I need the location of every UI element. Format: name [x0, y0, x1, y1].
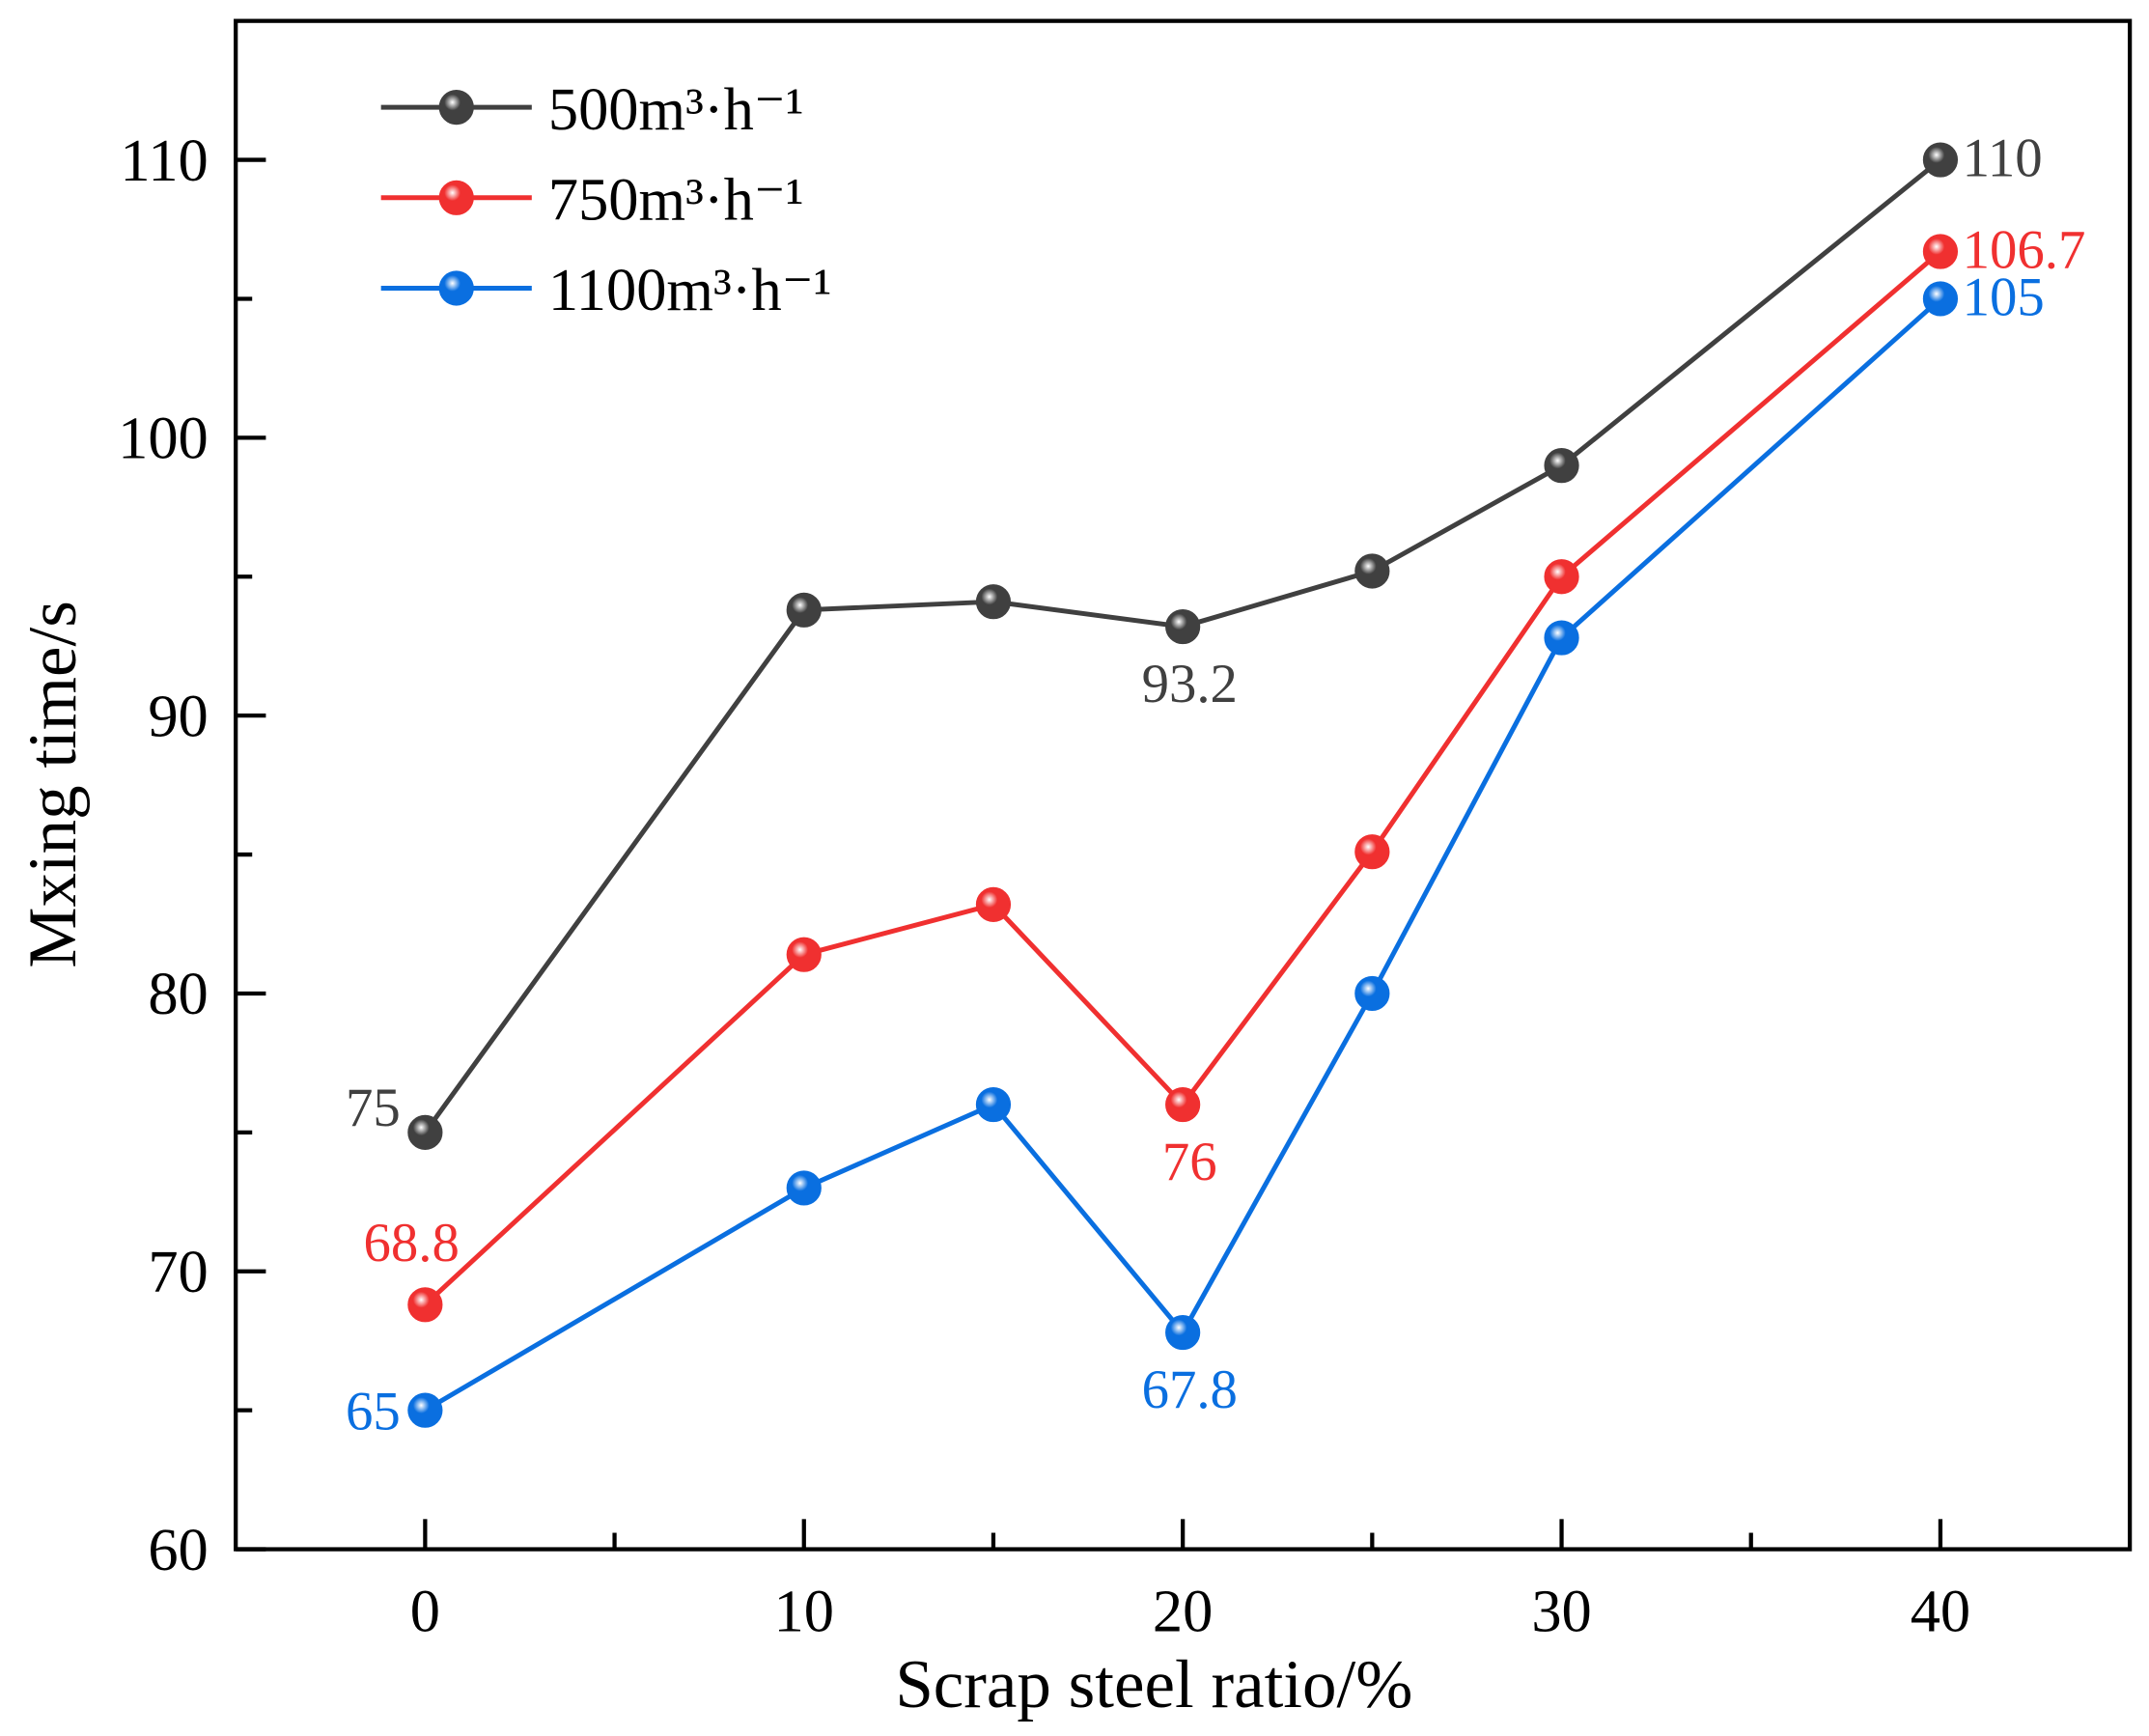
y-tick-label: 60: [148, 1516, 208, 1583]
data-point: [1544, 620, 1579, 656]
data-label: 65: [346, 1382, 401, 1442]
legend-label: 500m³·h⁻¹: [548, 75, 804, 143]
data-label: 93.2: [1142, 654, 1238, 714]
data-point: [786, 592, 822, 628]
data-point: [1922, 142, 1959, 178]
data-point: [1922, 281, 1959, 317]
y-axis-label: Mxing time/s: [15, 601, 91, 968]
data-label: 76: [1162, 1132, 1217, 1192]
data-point: [407, 1287, 443, 1323]
legend-item: 500m³·h⁻¹: [380, 75, 804, 143]
x-tick-label: 0: [410, 1578, 440, 1645]
x-tick-label: 40: [1911, 1578, 1970, 1645]
data-point: [786, 937, 822, 972]
data-point: [1544, 559, 1579, 595]
series-0: 75 93.2 110: [346, 128, 2043, 1150]
x-tick-label: 10: [774, 1578, 834, 1645]
y-tick-label: 90: [148, 682, 208, 749]
y-tick-label: 110: [120, 126, 208, 194]
data-point: [975, 584, 1012, 620]
x-tick-label: 30: [1531, 1578, 1591, 1645]
legend-marker: [438, 89, 474, 126]
data-label: 75: [346, 1078, 401, 1138]
data-label: 67.8: [1142, 1359, 1238, 1420]
y-tick-label: 100: [118, 405, 209, 472]
data-point: [1165, 1086, 1201, 1123]
legend-label: 750m³·h⁻¹: [548, 166, 804, 234]
data-point: [1165, 1314, 1201, 1351]
data-point: [1354, 553, 1390, 589]
data-point: [1354, 975, 1390, 1012]
data-point: [1922, 234, 1959, 269]
data-label: 106.7: [1963, 220, 2086, 281]
data-point: [1354, 834, 1390, 870]
legend-marker: [438, 270, 474, 306]
data-point: [975, 1086, 1012, 1123]
legend-item: 1100m³·h⁻¹: [380, 256, 832, 323]
legend-item: 750m³·h⁻¹: [380, 166, 804, 234]
series-1: 68.8 76 106.7: [364, 220, 2086, 1323]
x-tick-label: 20: [1153, 1578, 1213, 1645]
data-point: [786, 1170, 822, 1206]
legend-marker: [438, 180, 474, 215]
y-tick-label: 70: [148, 1238, 208, 1305]
data-label: 105: [1963, 266, 2045, 327]
data-point: [407, 1392, 443, 1428]
data-label: 110: [1963, 128, 2043, 189]
legend-label: 1100m³·h⁻¹: [548, 256, 832, 323]
x-axis-label: Scrap steel ratio/%: [895, 1647, 1412, 1722]
series-2: 65 67.8 105: [346, 266, 2045, 1442]
data-point: [407, 1114, 443, 1150]
data-point: [975, 886, 1012, 922]
series-line: [424, 296, 1942, 1413]
y-tick-label: 80: [148, 960, 208, 1027]
data-point: [1544, 448, 1579, 484]
data-label: 68.8: [364, 1213, 460, 1274]
data-point: [1165, 608, 1201, 645]
